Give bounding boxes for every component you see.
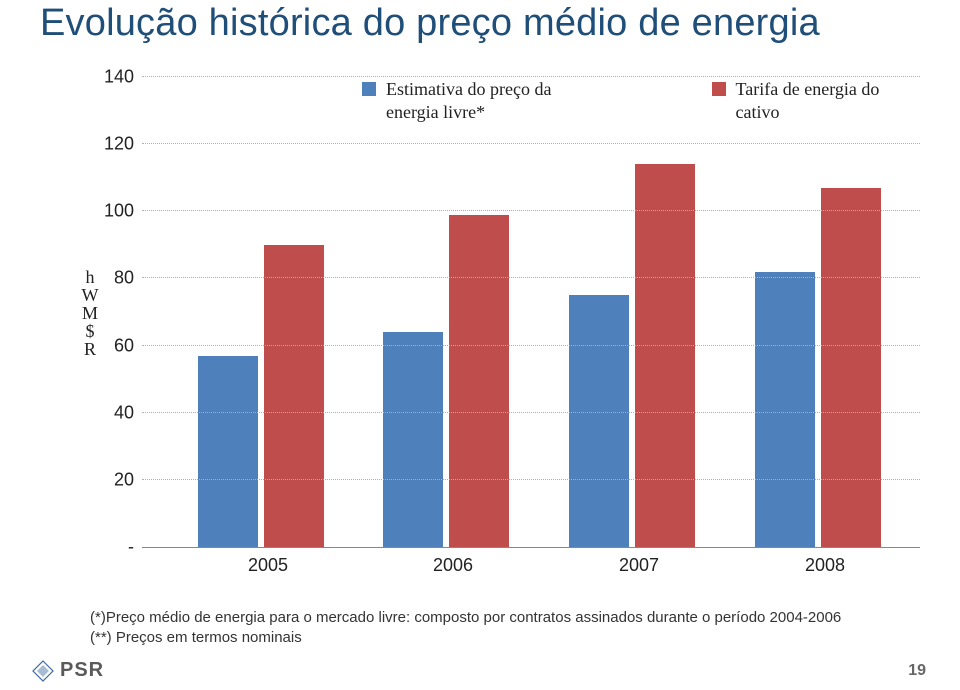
- y-tick-label: 100: [104, 201, 142, 222]
- bar-cativo: [264, 245, 324, 547]
- bar-cativo: [449, 215, 509, 547]
- y-tick-label: 20: [114, 469, 142, 490]
- bar-livre: [198, 356, 258, 547]
- y-tick-label: 80: [114, 268, 142, 289]
- bar-cativo: [821, 188, 881, 547]
- x-tick-label: 2006: [433, 547, 473, 576]
- y-tick-label: 60: [114, 335, 142, 356]
- chart-bars: 2005200620072008: [142, 78, 920, 547]
- bar-livre: [383, 332, 443, 547]
- bar-livre: [569, 295, 629, 547]
- legend-item-livre: Estimativa do preço da energia livre*: [362, 78, 572, 123]
- legend-label-livre: Estimativa do preço da energia livre*: [386, 78, 572, 123]
- gridline: [142, 143, 920, 144]
- legend-label-cativo: Tarifa de energia do cativo: [736, 78, 890, 123]
- price-evolution-chart: Estimativa do preço da energia livre* Ta…: [90, 78, 920, 578]
- x-tick-label: 2007: [619, 547, 659, 576]
- logo-text: PSR: [60, 659, 104, 682]
- logo-icon: [32, 660, 54, 682]
- legend-swatch-cativo: [712, 82, 726, 96]
- gridline: [142, 479, 920, 480]
- footnote-line1: (*)Preço médio de energia para o mercado…: [90, 608, 920, 628]
- x-tick-label: 2005: [248, 547, 288, 576]
- x-tick-label: 2008: [805, 547, 845, 576]
- gridline: [142, 76, 920, 77]
- gridline: [142, 277, 920, 278]
- y-tick-label: 140: [104, 67, 142, 88]
- footnote: (*)Preço médio de energia para o mercado…: [90, 608, 920, 649]
- y-tick-label: 120: [104, 134, 142, 155]
- slide: Evolução histórica do preço médio de ene…: [0, 0, 960, 690]
- legend-item-cativo: Tarifa de energia do cativo: [712, 78, 890, 123]
- y-axis-label: hWM$R: [82, 268, 99, 358]
- footnote-line2: (**) Preços em termos nominais: [90, 628, 920, 648]
- y-tick-label: -: [128, 537, 142, 558]
- footer-logo: PSR: [32, 659, 104, 682]
- chart-legend: Estimativa do preço da energia livre* Ta…: [362, 78, 890, 123]
- gridline: [142, 412, 920, 413]
- bar-cativo: [635, 164, 695, 547]
- y-tick-label: 40: [114, 402, 142, 423]
- chart-plot-area: Estimativa do preço da energia livre* Ta…: [142, 78, 920, 548]
- legend-swatch-livre: [362, 82, 376, 96]
- page-number: 19: [908, 662, 926, 680]
- bar-livre: [755, 272, 815, 547]
- gridline: [142, 345, 920, 346]
- page-title: Evolução histórica do preço médio de ene…: [40, 0, 920, 45]
- gridline: [142, 210, 920, 211]
